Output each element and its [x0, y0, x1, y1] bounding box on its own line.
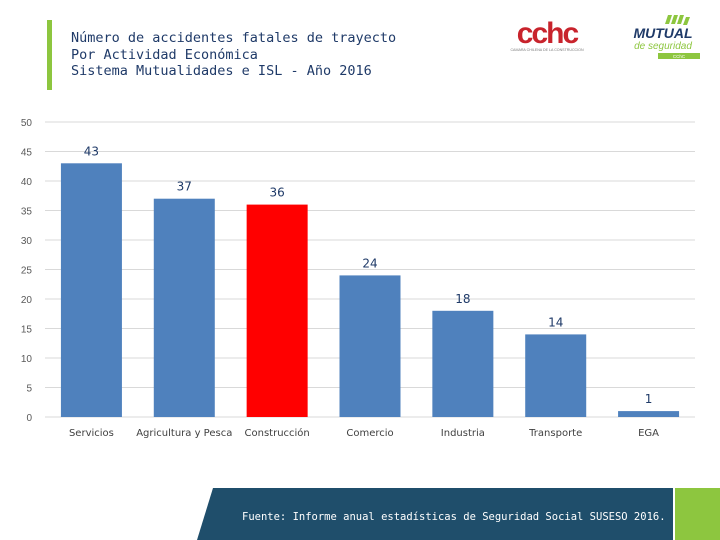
y-tick-label: 35	[21, 207, 33, 218]
x-tick-label: Industria	[441, 428, 485, 439]
x-tick-label: EGA	[638, 428, 659, 439]
footer-green-block	[675, 488, 720, 540]
footer-banner	[197, 488, 720, 540]
y-tick-label: 15	[21, 325, 33, 336]
bar	[339, 275, 401, 417]
mutual-logo-text: MUTUAL	[633, 25, 692, 41]
y-tick-label: 20	[21, 295, 33, 306]
data-label: 36	[270, 186, 285, 200]
data-label: 18	[455, 292, 470, 306]
x-tick-label: Comercio	[346, 428, 393, 439]
chart-title: Número de accidentes fatales de trayecto…	[71, 30, 396, 80]
y-tick-label: 45	[21, 148, 33, 159]
y-tick-label: 40	[21, 177, 33, 188]
data-label: 24	[362, 256, 377, 270]
bar	[432, 310, 494, 417]
mutual-logo-subtext: de seguridad	[634, 41, 692, 52]
mutual-tag-box	[658, 53, 700, 59]
data-label: 1	[645, 392, 653, 406]
bar-chart: 0 5 10 15 20 25 30 35 40 45 50 43 Servicios 37 Agricul…	[21, 118, 695, 439]
x-tick-label: Agricultura y Pesca	[136, 428, 232, 439]
title-line-2: Por Actividad Económica	[71, 46, 258, 63]
bar	[246, 204, 308, 417]
bar	[618, 411, 680, 417]
y-tick-label: 5	[26, 384, 32, 395]
bar	[525, 334, 587, 417]
mutual-logo: MUTUAL de seguridad CChC	[633, 15, 700, 59]
data-label: 14	[548, 315, 563, 329]
x-tick-label: Servicios	[69, 428, 114, 439]
y-tick-label: 0	[26, 413, 32, 424]
y-tick-label: 10	[21, 354, 33, 365]
title-line-3: Sistema Mutualidades e ISL - Año 2016	[71, 63, 372, 79]
cchc-logo-text: cchc	[517, 18, 579, 50]
mutual-leaf-icon	[665, 15, 690, 25]
title-line-1: Número de accidentes fatales de trayecto	[71, 30, 397, 46]
bar	[153, 198, 215, 417]
x-tick-label: Transporte	[528, 428, 582, 439]
source-note: Fuente: Informe anual estadísticas de Se…	[242, 511, 666, 523]
title-accent-bar	[47, 20, 52, 90]
bar	[60, 163, 122, 417]
y-tick-label: 30	[21, 236, 33, 247]
x-tick-label: Construcción	[245, 427, 310, 439]
y-tick-label: 50	[21, 118, 33, 129]
cchc-logo-subtitle: CAMARA CHILENA DE LA CONSTRUCCION	[510, 48, 583, 52]
cchc-logo: cchc CAMARA CHILENA DE LA CONSTRUCCION	[510, 18, 583, 52]
data-label: 37	[177, 180, 192, 194]
mutual-tag-text: CChC	[673, 54, 686, 59]
footer-dark-band	[197, 488, 673, 540]
y-tick-label: 25	[21, 266, 33, 277]
data-label: 43	[84, 144, 99, 158]
